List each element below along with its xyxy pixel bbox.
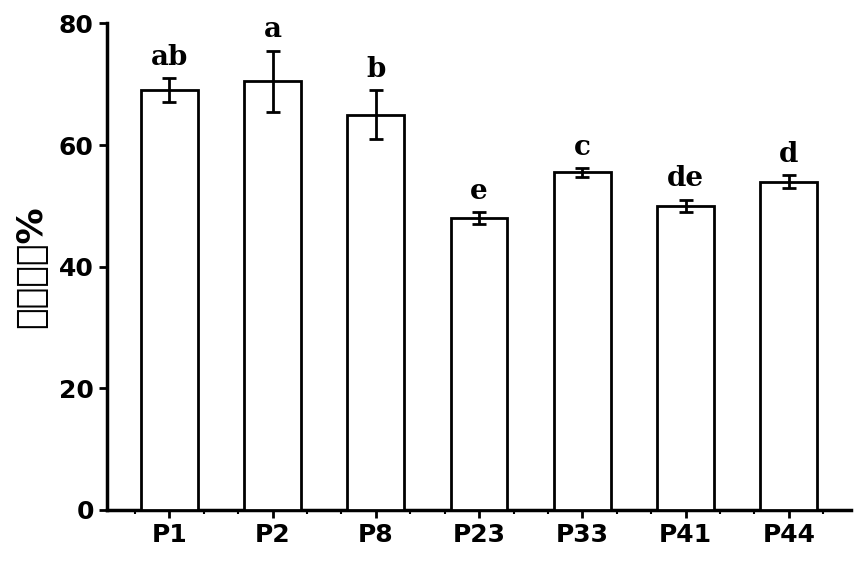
Bar bbox=[244, 81, 301, 510]
Text: e: e bbox=[471, 178, 488, 205]
Text: c: c bbox=[573, 134, 591, 161]
Text: de: de bbox=[667, 165, 704, 192]
Text: a: a bbox=[264, 16, 281, 43]
Bar bbox=[141, 90, 198, 510]
Bar bbox=[657, 206, 714, 510]
Y-axis label: 抑菌率／%: 抑菌率／% bbox=[14, 205, 48, 328]
Bar bbox=[451, 218, 508, 510]
Text: ab: ab bbox=[151, 44, 188, 71]
Bar bbox=[348, 114, 404, 510]
Bar bbox=[760, 182, 817, 510]
Text: d: d bbox=[779, 141, 798, 168]
Text: b: b bbox=[366, 56, 386, 83]
Bar bbox=[554, 172, 611, 510]
